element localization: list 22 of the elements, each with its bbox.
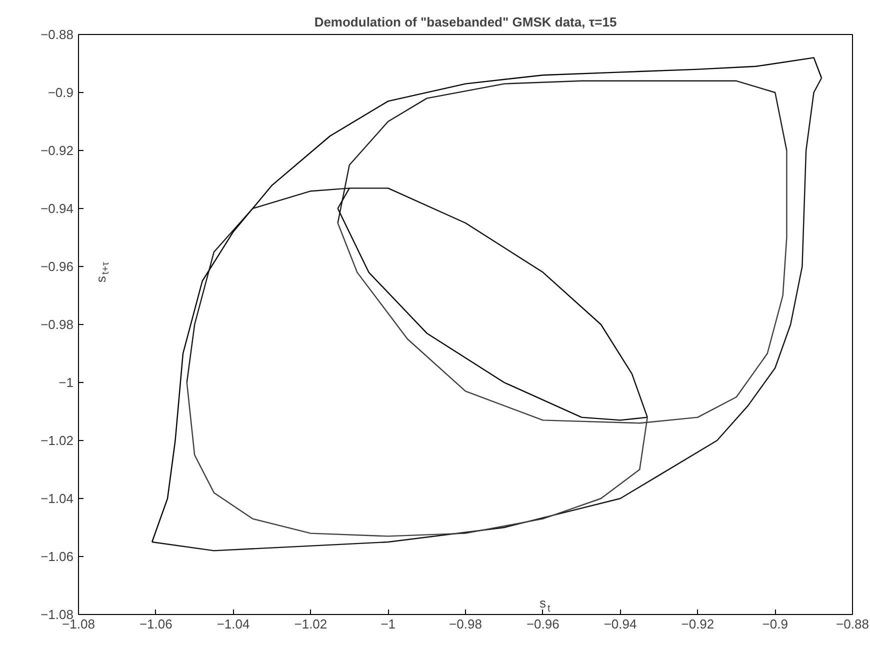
x-tick-label: −0.88 (836, 616, 869, 632)
x-tick-label: −0.92 (681, 616, 714, 632)
x-tick-label: −0.9 (762, 616, 788, 632)
y-tick-label: −0.98 (40, 317, 74, 332)
x-tick-label: −0.96 (526, 616, 560, 632)
x-tick-label: −1.04 (216, 616, 250, 632)
y-tick-label: −1.02 (40, 433, 74, 448)
y-tick-label: −0.96 (40, 259, 74, 274)
y-tick-label: −1.04 (40, 491, 74, 506)
x-tick-label: −1.06 (139, 616, 172, 632)
chart-title: Demodulation of "basebanded" GMSK data, τ=15 (314, 14, 617, 30)
y-tick-label: −0.88 (40, 27, 74, 42)
x-tick-label: −1 (380, 616, 396, 632)
y-tick-label: −1 (58, 375, 74, 390)
y-tick-label: −0.92 (40, 143, 74, 158)
x-tick-label: −0.94 (604, 616, 637, 632)
x-tick-label: −0.98 (449, 616, 482, 632)
y-tick-label: −0.9 (48, 85, 74, 100)
y-tick-label: −1.06 (40, 549, 74, 564)
x-tick-label: −1.02 (294, 616, 328, 632)
y-tick-label: −0.94 (40, 201, 74, 216)
y-axis-title: st+τ (94, 262, 112, 282)
